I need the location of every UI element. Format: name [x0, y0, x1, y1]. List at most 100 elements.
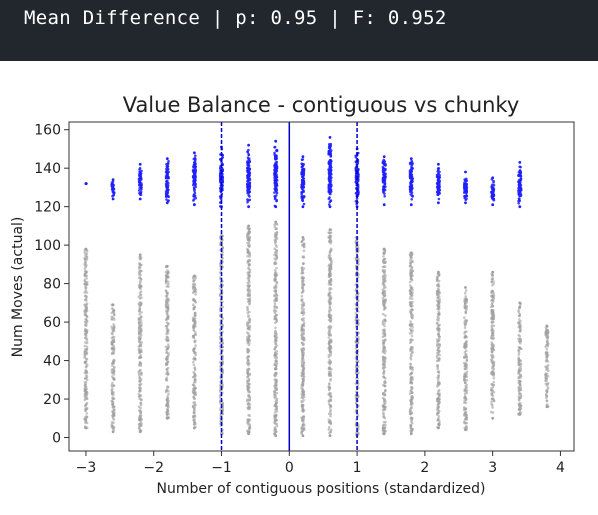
data-point — [111, 188, 115, 192]
data-point — [275, 188, 279, 191]
data-point — [273, 395, 276, 399]
data-point — [438, 400, 441, 404]
data-point — [518, 161, 522, 164]
data-point — [302, 202, 306, 206]
data-point — [382, 203, 386, 207]
data-point — [302, 308, 306, 311]
high-points-column — [164, 157, 170, 205]
data-point — [273, 432, 277, 435]
data-point — [194, 331, 197, 334]
data-point — [465, 413, 469, 417]
data-point — [112, 373, 116, 376]
data-point — [437, 201, 440, 205]
data-point — [436, 398, 440, 402]
data-point — [137, 372, 141, 375]
data-point — [165, 357, 168, 361]
data-point — [164, 345, 168, 349]
data-point — [546, 369, 550, 373]
data-point — [139, 184, 142, 187]
data-point — [193, 378, 197, 382]
data-point — [273, 392, 276, 396]
data-point — [329, 327, 332, 330]
data-point — [139, 424, 143, 428]
data-point — [382, 366, 385, 369]
data-point — [139, 353, 142, 357]
data-point — [248, 181, 251, 185]
data-point — [300, 294, 304, 298]
data-point — [85, 357, 89, 361]
data-point — [436, 340, 439, 344]
data-point — [193, 403, 196, 406]
data-point — [247, 359, 250, 362]
data-point — [275, 387, 279, 390]
data-point — [518, 342, 522, 345]
data-point — [247, 274, 251, 277]
data-point — [409, 203, 413, 207]
data-point — [491, 394, 495, 398]
data-point — [274, 277, 277, 281]
data-point — [246, 241, 249, 245]
data-point — [167, 353, 170, 357]
data-point — [410, 161, 414, 164]
data-point — [518, 205, 522, 209]
high-points-column — [191, 151, 197, 207]
data-point — [300, 371, 304, 375]
data-point — [194, 196, 197, 200]
data-point — [194, 165, 197, 169]
data-point — [436, 411, 440, 415]
data-point — [167, 392, 170, 396]
data-point — [382, 261, 385, 264]
data-point — [409, 429, 413, 433]
data-point — [328, 190, 331, 193]
data-point — [167, 285, 170, 288]
data-point — [274, 163, 277, 166]
data-point — [327, 347, 330, 350]
data-point — [275, 391, 279, 395]
data-point — [138, 308, 142, 312]
data-point — [411, 308, 414, 312]
data-point — [410, 372, 413, 375]
data-point — [517, 397, 521, 401]
data-point — [247, 262, 251, 266]
data-point — [465, 389, 469, 392]
data-point — [302, 255, 306, 258]
data-point — [110, 375, 114, 378]
data-point — [300, 386, 303, 390]
data-point — [435, 275, 439, 279]
data-point — [84, 403, 88, 406]
data-point — [138, 173, 141, 176]
data-point — [192, 391, 195, 395]
data-point — [408, 392, 412, 396]
data-point — [165, 368, 169, 371]
data-point — [301, 406, 304, 409]
data-point — [112, 405, 115, 409]
data-point — [328, 263, 331, 266]
data-point — [165, 157, 169, 160]
data-point — [437, 312, 441, 316]
x-axis-label: Number of contiguous positions (standard… — [156, 481, 485, 497]
data-point — [354, 312, 358, 315]
data-point — [246, 324, 249, 328]
data-point — [247, 367, 251, 371]
data-point — [138, 418, 141, 422]
scatter-chart: Value Balance - contiguous vs chunky −3−… — [10, 93, 575, 497]
data-point — [302, 302, 306, 305]
data-point — [464, 416, 468, 420]
data-point — [329, 346, 333, 350]
data-point — [409, 162, 412, 166]
data-point — [137, 189, 141, 192]
data-point — [492, 371, 496, 375]
data-point — [138, 258, 142, 261]
data-point — [491, 311, 495, 314]
data-point — [137, 405, 141, 409]
data-point — [437, 285, 441, 288]
data-point — [165, 264, 169, 268]
data-point — [301, 434, 305, 437]
data-point — [436, 193, 439, 196]
data-point — [164, 289, 168, 292]
data-point — [492, 320, 495, 324]
data-point — [490, 289, 494, 293]
data-point — [167, 276, 170, 279]
data-point — [248, 255, 251, 258]
data-point — [84, 369, 87, 372]
